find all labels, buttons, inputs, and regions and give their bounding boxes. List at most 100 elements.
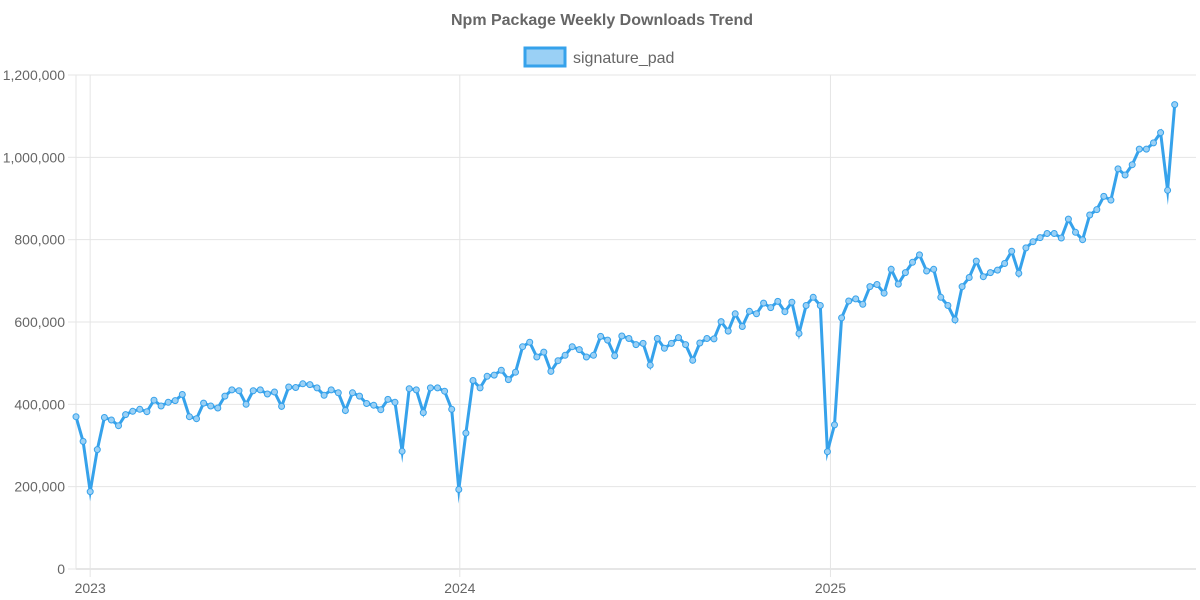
data-point[interactable] xyxy=(590,351,597,359)
data-point[interactable] xyxy=(554,357,562,365)
data-point[interactable] xyxy=(256,386,264,394)
data-point[interactable] xyxy=(1121,171,1129,179)
data-point[interactable] xyxy=(1142,145,1150,153)
data-point[interactable] xyxy=(1022,244,1030,252)
data-point[interactable] xyxy=(802,302,810,309)
data-point[interactable] xyxy=(207,402,215,410)
data-point[interactable] xyxy=(994,266,1001,274)
data-point[interactable] xyxy=(1157,129,1165,137)
data-point[interactable] xyxy=(986,269,994,277)
data-point[interactable] xyxy=(228,386,236,394)
data-point[interactable] xyxy=(831,421,838,429)
data-point[interactable] xyxy=(653,335,661,342)
data-point[interactable] xyxy=(937,293,945,301)
data-point[interactable] xyxy=(838,314,846,322)
data-point[interactable] xyxy=(193,415,200,423)
data-point[interactable] xyxy=(682,341,690,349)
data-point[interactable] xyxy=(412,386,420,394)
data-point[interactable] xyxy=(1114,165,1122,173)
data-point[interactable] xyxy=(164,398,172,406)
data-point[interactable] xyxy=(242,400,250,408)
data-point[interactable] xyxy=(604,336,612,344)
data-point[interactable] xyxy=(909,258,916,266)
data-point[interactable] xyxy=(363,400,371,407)
data-point[interactable] xyxy=(426,384,434,392)
data-point[interactable] xyxy=(1086,211,1094,219)
data-point[interactable] xyxy=(1135,145,1143,153)
data-point[interactable] xyxy=(597,332,605,340)
data-point[interactable] xyxy=(519,343,527,351)
data-point[interactable] xyxy=(774,297,782,305)
data-point[interactable] xyxy=(1100,192,1108,200)
data-point[interactable] xyxy=(285,383,293,391)
data-point[interactable] xyxy=(469,377,477,384)
data-point[interactable] xyxy=(675,334,682,342)
data-point[interactable] xyxy=(1043,230,1051,237)
data-point[interactable] xyxy=(923,267,931,275)
data-point[interactable] xyxy=(79,437,87,445)
data-point[interactable] xyxy=(107,416,115,424)
data-point[interactable] xyxy=(930,265,938,273)
data-point[interactable] xyxy=(334,389,342,397)
data-point[interactable] xyxy=(745,307,753,315)
legend[interactable]: signature_pad xyxy=(523,46,674,68)
data-point[interactable] xyxy=(1050,230,1058,237)
data-point[interactable] xyxy=(639,339,647,347)
data-point[interactable] xyxy=(278,402,286,410)
data-point[interactable] xyxy=(150,396,158,404)
data-point[interactable] xyxy=(795,330,803,337)
data-point[interactable] xyxy=(760,299,768,307)
data-point[interactable] xyxy=(292,384,300,391)
data-point[interactable] xyxy=(1079,236,1087,244)
data-point[interactable] xyxy=(944,302,952,309)
data-point[interactable] xyxy=(249,387,257,395)
data-point[interactable] xyxy=(646,361,654,369)
data-point[interactable] xyxy=(377,406,385,414)
data-point[interactable] xyxy=(405,385,413,393)
data-point[interactable] xyxy=(660,344,668,352)
data-point[interactable] xyxy=(136,405,144,413)
data-point[interactable] xyxy=(200,399,208,407)
data-point[interactable] xyxy=(724,327,732,335)
data-point[interactable] xyxy=(667,339,675,347)
data-point[interactable] xyxy=(72,413,80,421)
data-point[interactable] xyxy=(880,289,888,297)
data-point[interactable] xyxy=(1008,247,1016,255)
data-point[interactable] xyxy=(86,488,94,496)
data-point[interactable] xyxy=(731,310,739,318)
data-point[interactable] xyxy=(547,367,555,375)
data-point[interactable] xyxy=(299,380,307,388)
data-point[interactable] xyxy=(1057,234,1065,242)
data-point[interactable] xyxy=(122,411,130,419)
data-point[interactable] xyxy=(1093,206,1101,214)
data-point[interactable] xyxy=(504,376,512,384)
data-point[interactable] xyxy=(214,404,222,412)
data-point[interactable] xyxy=(356,392,363,400)
data-point[interactable] xyxy=(845,297,853,305)
data-point[interactable] xyxy=(788,298,796,306)
data-point[interactable] xyxy=(1107,196,1115,204)
data-point[interactable] xyxy=(320,391,328,399)
data-point[interactable] xyxy=(979,273,987,281)
data-point[interactable] xyxy=(852,295,860,303)
data-point[interactable] xyxy=(512,368,519,376)
data-point[interactable] xyxy=(575,346,583,354)
data-point[interactable] xyxy=(611,352,619,360)
data-point[interactable] xyxy=(767,304,775,312)
data-point[interactable] xyxy=(129,407,137,415)
data-point[interactable] xyxy=(93,446,101,454)
data-point[interactable] xyxy=(490,371,498,379)
data-point[interactable] xyxy=(178,391,186,398)
data-point[interactable] xyxy=(157,402,165,410)
data-point[interactable] xyxy=(419,409,427,417)
data-point[interactable] xyxy=(1001,260,1009,267)
data-point[interactable] xyxy=(866,283,874,291)
data-point[interactable] xyxy=(582,353,590,361)
data-point[interactable] xyxy=(313,384,321,392)
data-point[interactable] xyxy=(809,293,817,301)
data-point[interactable] xyxy=(171,397,179,405)
data-point[interactable] xyxy=(894,280,902,288)
data-point[interactable] xyxy=(1164,186,1172,194)
data-point[interactable] xyxy=(1072,228,1079,236)
data-point[interactable] xyxy=(341,407,349,414)
